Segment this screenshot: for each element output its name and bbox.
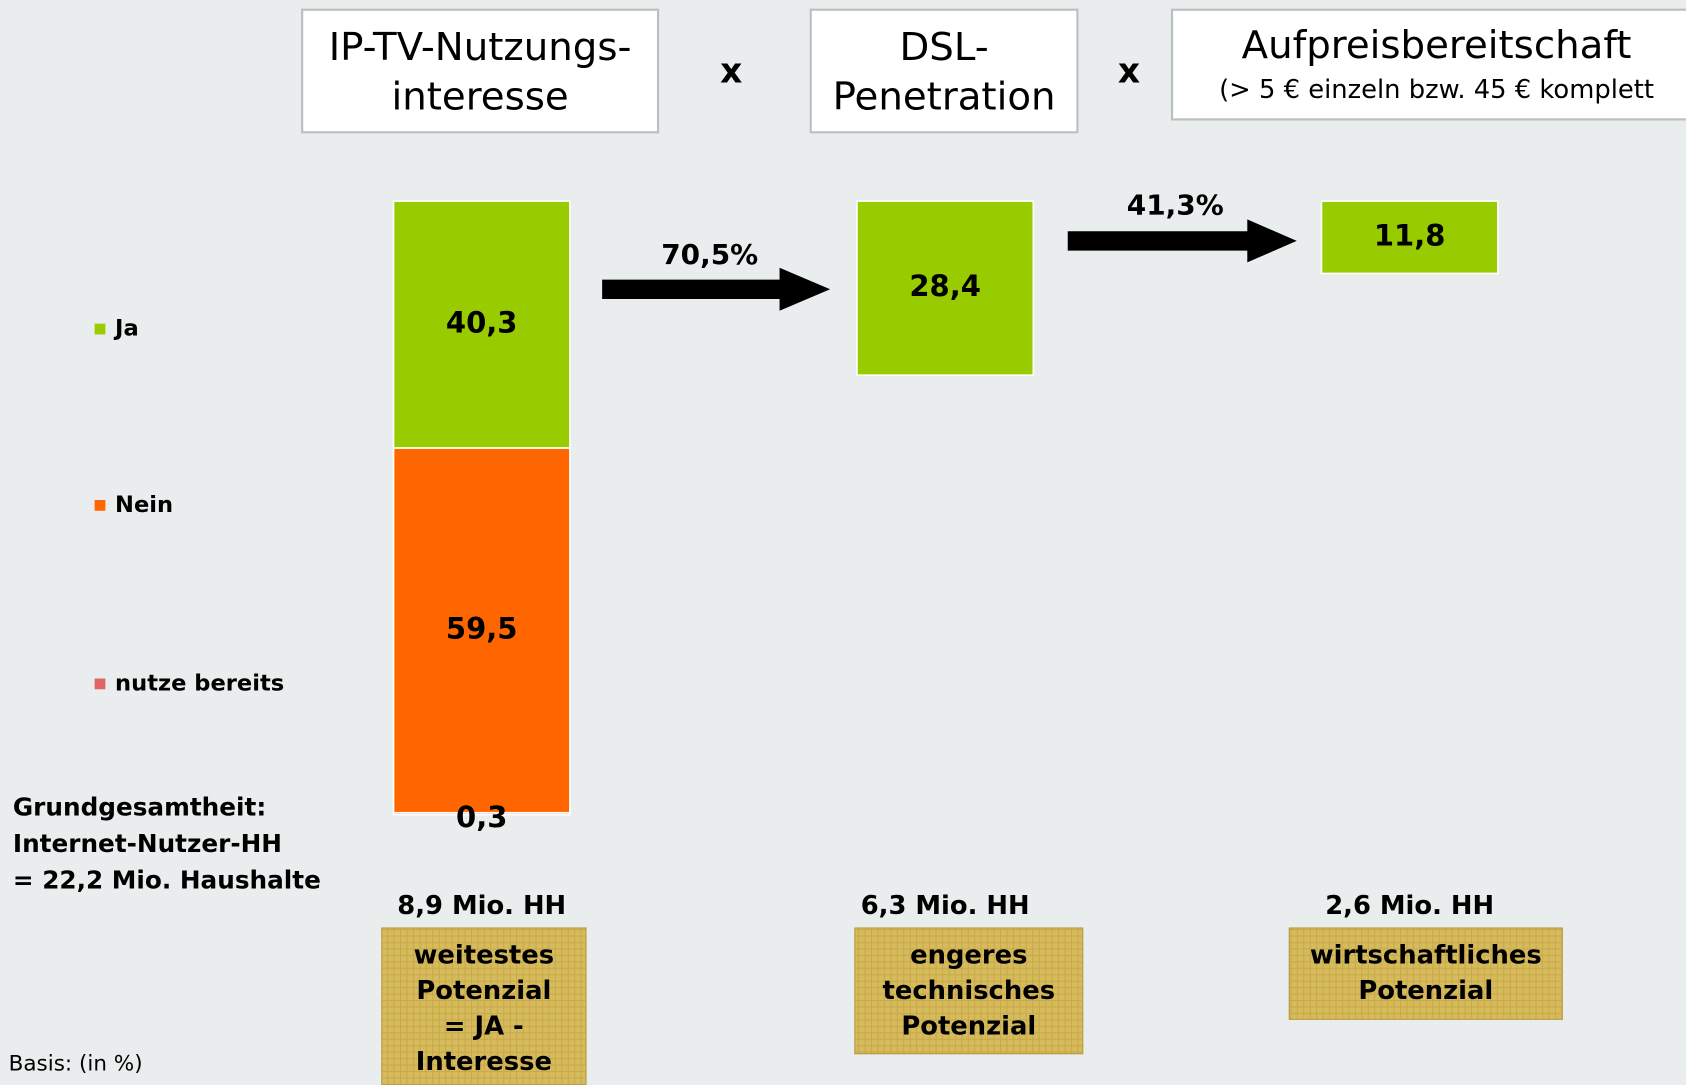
rate-label: 41,3% bbox=[1127, 188, 1224, 221]
base-note: = 22,2 Mio. Haushalte bbox=[13, 866, 321, 895]
potential-text: engeres bbox=[910, 940, 1027, 970]
legend-swatch bbox=[94, 323, 106, 335]
header-box bbox=[809, 8, 1079, 134]
legend-swatch bbox=[94, 500, 106, 511]
rate-label: 70,5% bbox=[661, 238, 758, 271]
potential-text: technisches bbox=[883, 976, 1056, 1006]
arrow bbox=[602, 267, 831, 311]
category-label: 8,9 Mio. HH bbox=[397, 891, 566, 921]
operator: x bbox=[1118, 52, 1140, 92]
header-text: Aufpreisbereitschaft bbox=[1242, 23, 1632, 68]
operator: x bbox=[720, 52, 742, 92]
category-label: 2,6 Mio. HH bbox=[1325, 891, 1494, 921]
bar-segment bbox=[392, 447, 571, 814]
potential-text: weitestes bbox=[414, 940, 555, 970]
base-note: Grundgesamtheit: bbox=[13, 793, 266, 822]
footnote: Basis: (in %) bbox=[9, 1052, 143, 1077]
potential-box bbox=[1288, 927, 1563, 1020]
value-label: 0,3 bbox=[456, 800, 507, 834]
header-text: DSL- bbox=[899, 25, 988, 70]
header-box bbox=[301, 8, 660, 134]
bar-segment bbox=[392, 811, 571, 816]
value-label: 59,5 bbox=[446, 611, 518, 645]
arrow bbox=[1067, 219, 1297, 263]
header-text: Penetration bbox=[833, 74, 1056, 119]
potential-text: Potenzial bbox=[416, 976, 551, 1006]
header-text: interesse bbox=[391, 74, 568, 119]
potential-text: = JA - bbox=[444, 1011, 524, 1041]
potential-box bbox=[854, 927, 1084, 1055]
value-label: 40,3 bbox=[446, 306, 518, 340]
potential-box bbox=[381, 927, 587, 1085]
header-text: IP-TV-Nutzungs- bbox=[329, 25, 632, 70]
legend-label: Nein bbox=[115, 492, 173, 518]
bar-segment bbox=[392, 200, 571, 449]
potential-text: Potenzial bbox=[901, 1011, 1036, 1041]
category-label: 6,3 Mio. HH bbox=[861, 891, 1030, 921]
header-text: (> 5 € einzeln bzw. 45 € komplett bbox=[1219, 75, 1654, 105]
potential-text: wirtschaftliches bbox=[1310, 940, 1542, 970]
legend-label: Ja bbox=[113, 316, 139, 342]
bar-segment bbox=[1320, 200, 1499, 275]
potential-text: Interesse bbox=[416, 1047, 552, 1077]
legend-label: nutze bereits bbox=[115, 670, 284, 696]
bar-segment bbox=[856, 200, 1035, 376]
value-label: 28,4 bbox=[909, 269, 981, 303]
value-label: 11,8 bbox=[1374, 218, 1446, 252]
header-box bbox=[1170, 8, 1686, 121]
legend-swatch bbox=[94, 678, 106, 690]
potential-text: Potenzial bbox=[1358, 976, 1493, 1006]
base-note: Internet-Nutzer-HH bbox=[13, 829, 282, 858]
